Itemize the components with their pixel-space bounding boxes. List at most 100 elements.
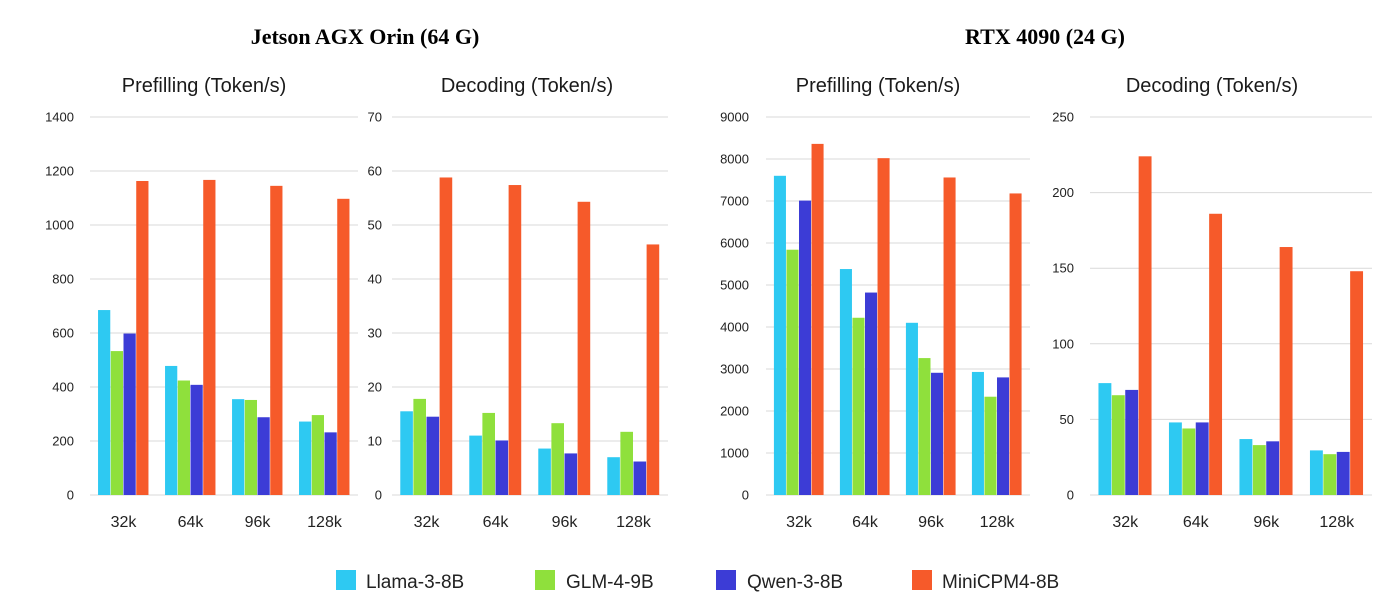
y-tick-label: 200 xyxy=(52,434,74,449)
bar-minicpm4-8b-96k xyxy=(943,177,956,496)
bar-llama-3-8b-96k xyxy=(538,448,551,495)
bar-qwen-3-8b-96k xyxy=(257,417,270,495)
y-tick-label: 1000 xyxy=(45,218,74,233)
y-tick-label: 0 xyxy=(1067,488,1074,503)
bar-minicpm4-8b-96k xyxy=(1279,247,1293,495)
bar-glm-4-9b-96k xyxy=(244,399,257,495)
bar-glm-4-9b-64k xyxy=(852,317,865,495)
chart-jetson-decoding: Decoding (Token/s) 0 10 20 30 40 50 60 70 32k 64k… xyxy=(368,75,668,531)
y-tick-label: 20 xyxy=(368,380,382,395)
x-category-label: 32k xyxy=(414,514,441,531)
bar-qwen-3-8b-64k xyxy=(865,292,878,495)
plot-area: 0 50 100 150 200 250 32k 64k 96k 128k xyxy=(1052,110,1372,531)
legend-label-glm: GLM-4-9B xyxy=(566,572,654,593)
bar-qwen-3-8b-32k xyxy=(426,416,440,495)
legend-label-minicpm: MiniCPM4-8B xyxy=(942,572,1059,593)
y-tick-label: 3000 xyxy=(720,362,749,377)
bar-qwen-3-8b-32k xyxy=(799,200,812,495)
bar-minicpm4-8b-64k xyxy=(877,158,890,495)
y-tick-label: 400 xyxy=(52,380,74,395)
bar-glm-4-9b-128k xyxy=(620,431,633,495)
chart-title: Decoding (Token/s) xyxy=(441,75,613,97)
x-category-label: 32k xyxy=(1112,514,1139,531)
bar-qwen-3-8b-96k xyxy=(1266,441,1280,495)
y-tick-label: 0 xyxy=(375,488,382,503)
bar-minicpm4-8b-128k xyxy=(1009,193,1022,495)
x-category-label: 64k xyxy=(852,514,879,531)
bar-glm-4-9b-32k xyxy=(1111,395,1125,495)
bar-minicpm4-8b-128k xyxy=(1350,271,1364,495)
y-tick-label: 9000 xyxy=(720,110,749,125)
bar-llama-3-8b-32k xyxy=(98,310,111,495)
bar-qwen-3-8b-64k xyxy=(190,384,203,495)
bar-qwen-3-8b-64k xyxy=(1195,422,1209,495)
y-tick-label: 50 xyxy=(368,218,382,233)
bar-qwen-3-8b-96k xyxy=(931,372,944,495)
bar-glm-4-9b-32k xyxy=(413,398,426,495)
y-tick-label: 6000 xyxy=(720,236,749,251)
bar-llama-3-8b-128k xyxy=(971,371,984,495)
legend-label-llama: Llama-3-8B xyxy=(366,572,464,593)
bar-llama-3-8b-128k xyxy=(299,421,312,495)
bar-minicpm4-8b-32k xyxy=(811,143,824,495)
bar-llama-3-8b-64k xyxy=(1168,422,1182,495)
y-tick-label: 150 xyxy=(1052,261,1074,276)
bar-qwen-3-8b-128k xyxy=(997,377,1010,495)
y-tick-label: 250 xyxy=(1052,110,1074,125)
legend-swatch-llama xyxy=(336,570,356,590)
bar-qwen-3-8b-128k xyxy=(633,461,647,495)
x-category-label: 64k xyxy=(1183,514,1210,531)
bar-llama-3-8b-64k xyxy=(165,365,178,495)
chart-title: Prefilling (Token/s) xyxy=(122,75,287,97)
bar-llama-3-8b-96k xyxy=(1239,439,1253,495)
bar-minicpm4-8b-96k xyxy=(270,185,283,495)
bar-llama-3-8b-32k xyxy=(773,175,786,496)
legend: Llama-3-8B GLM-4-9B Qwen-3-8B MiniCPM4-8… xyxy=(336,570,1059,593)
bar-glm-4-9b-64k xyxy=(177,380,190,495)
y-tick-label: 200 xyxy=(1052,185,1074,200)
y-tick-label: 70 xyxy=(368,110,382,125)
bar-minicpm4-8b-64k xyxy=(203,179,216,495)
bar-qwen-3-8b-32k xyxy=(1125,389,1139,495)
bar-glm-4-9b-128k xyxy=(984,396,997,495)
y-tick-label: 7000 xyxy=(720,194,749,209)
bar-llama-3-8b-64k xyxy=(469,435,482,495)
bar-llama-3-8b-32k xyxy=(400,411,413,495)
bar-glm-4-9b-96k xyxy=(551,423,564,495)
y-tick-label: 800 xyxy=(52,272,74,287)
bar-glm-4-9b-64k xyxy=(1182,428,1196,495)
chart-rtx-decoding: Decoding (Token/s) 0 50 100 150 200 250 32k 64k… xyxy=(1052,75,1372,531)
y-tick-label: 4000 xyxy=(720,320,749,335)
legend-swatch-minicpm xyxy=(912,570,932,590)
y-tick-label: 10 xyxy=(368,434,382,449)
bar-glm-4-9b-128k xyxy=(311,415,324,495)
x-category-label: 32k xyxy=(111,514,138,531)
y-tick-label: 0 xyxy=(742,488,749,503)
bar-minicpm4-8b-64k xyxy=(508,185,522,496)
y-tick-label: 1000 xyxy=(720,446,749,461)
chart-jetson-prefilling: Prefilling (Token/s) 0 200 400 600 800 1000 12… xyxy=(45,75,358,531)
x-category-label: 96k xyxy=(245,514,272,531)
bar-qwen-3-8b-64k xyxy=(495,440,509,495)
group-title-jetson: Jetson AGX Orin (64 G) xyxy=(251,24,480,49)
y-tick-label: 2000 xyxy=(720,404,749,419)
bar-llama-3-8b-64k xyxy=(839,269,852,495)
bar-qwen-3-8b-32k xyxy=(123,333,136,495)
y-tick-label: 50 xyxy=(1060,412,1074,427)
bar-glm-4-9b-128k xyxy=(1323,454,1337,495)
bar-qwen-3-8b-128k xyxy=(1336,451,1350,495)
bar-minicpm4-8b-96k xyxy=(577,201,591,495)
x-category-label: 64k xyxy=(483,514,510,531)
bar-llama-3-8b-96k xyxy=(232,399,245,495)
x-category-label: 96k xyxy=(918,514,945,531)
y-tick-label: 5000 xyxy=(720,278,749,293)
y-tick-label: 100 xyxy=(1052,336,1074,351)
x-category-label: 32k xyxy=(786,514,813,531)
chart-title: Prefilling (Token/s) xyxy=(796,75,961,97)
x-category-label: 96k xyxy=(552,514,579,531)
legend-swatch-glm xyxy=(535,570,555,590)
bar-glm-4-9b-32k xyxy=(110,351,123,495)
x-category-label: 128k xyxy=(1319,514,1355,531)
bar-glm-4-9b-64k xyxy=(482,412,495,495)
